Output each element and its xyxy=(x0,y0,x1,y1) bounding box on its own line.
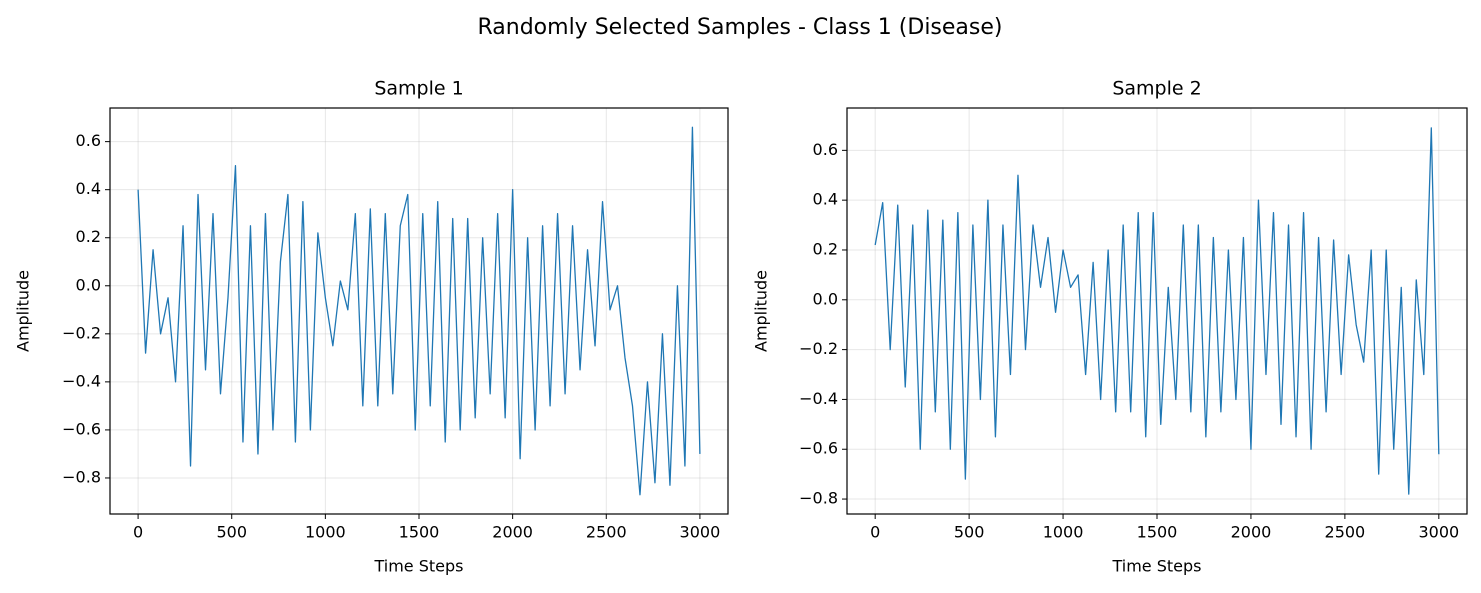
y-tick-label: 0.4 xyxy=(813,190,838,209)
x-tick-label: 1000 xyxy=(1043,523,1084,542)
x-tick-label: 1500 xyxy=(399,523,440,542)
x-tick-label: 3000 xyxy=(1418,523,1459,542)
x-tick-label: 2000 xyxy=(492,523,533,542)
axes-frame xyxy=(846,107,1468,515)
y-tick-label: 0.0 xyxy=(813,289,838,308)
y-axis-label: Amplitude xyxy=(752,270,771,352)
y-tick-label: 0.2 xyxy=(813,239,838,258)
subplot-title: Sample 1 xyxy=(374,78,463,100)
x-tick-label: 500 xyxy=(954,523,985,542)
x-tick-label: 1500 xyxy=(1137,523,1178,542)
data-line xyxy=(874,127,1440,495)
y-tick-label: −0.6 xyxy=(62,419,101,438)
y-tick-label: −0.6 xyxy=(799,439,838,458)
y-tick-label: −0.2 xyxy=(62,323,101,342)
y-tick-label: 0.6 xyxy=(813,140,838,159)
y-tick-label: 0.4 xyxy=(76,179,101,198)
x-tick-label: 0 xyxy=(870,523,880,542)
x-axis-label: Time Steps xyxy=(373,557,463,576)
y-tick-label: −0.8 xyxy=(799,489,838,508)
subplot-title: Sample 2 xyxy=(1112,78,1201,100)
y-tick-label: −0.2 xyxy=(799,339,838,358)
x-tick-label: 1000 xyxy=(305,523,346,542)
x-tick-label: 0 xyxy=(133,523,143,542)
y-tick-label: −0.8 xyxy=(62,467,101,486)
x-tick-label: 3000 xyxy=(680,523,721,542)
x-tick-label: 500 xyxy=(216,523,247,542)
x-axis-label: Time Steps xyxy=(1111,557,1201,576)
y-tick-label: −0.4 xyxy=(62,371,101,390)
x-tick-label: 2000 xyxy=(1231,523,1272,542)
figure-title: Randomly Selected Samples - Class 1 (Dis… xyxy=(477,15,1002,40)
y-tick-label: −0.4 xyxy=(799,389,838,408)
y-tick-label: 0.6 xyxy=(76,131,101,150)
axes-frame xyxy=(109,107,729,515)
data-line xyxy=(137,126,701,496)
y-tick-label: 0.0 xyxy=(76,275,101,294)
x-tick-label: 2500 xyxy=(1325,523,1366,542)
y-tick-label: 0.2 xyxy=(76,227,101,246)
x-tick-label: 2500 xyxy=(586,523,627,542)
y-axis-label: Amplitude xyxy=(14,270,33,352)
